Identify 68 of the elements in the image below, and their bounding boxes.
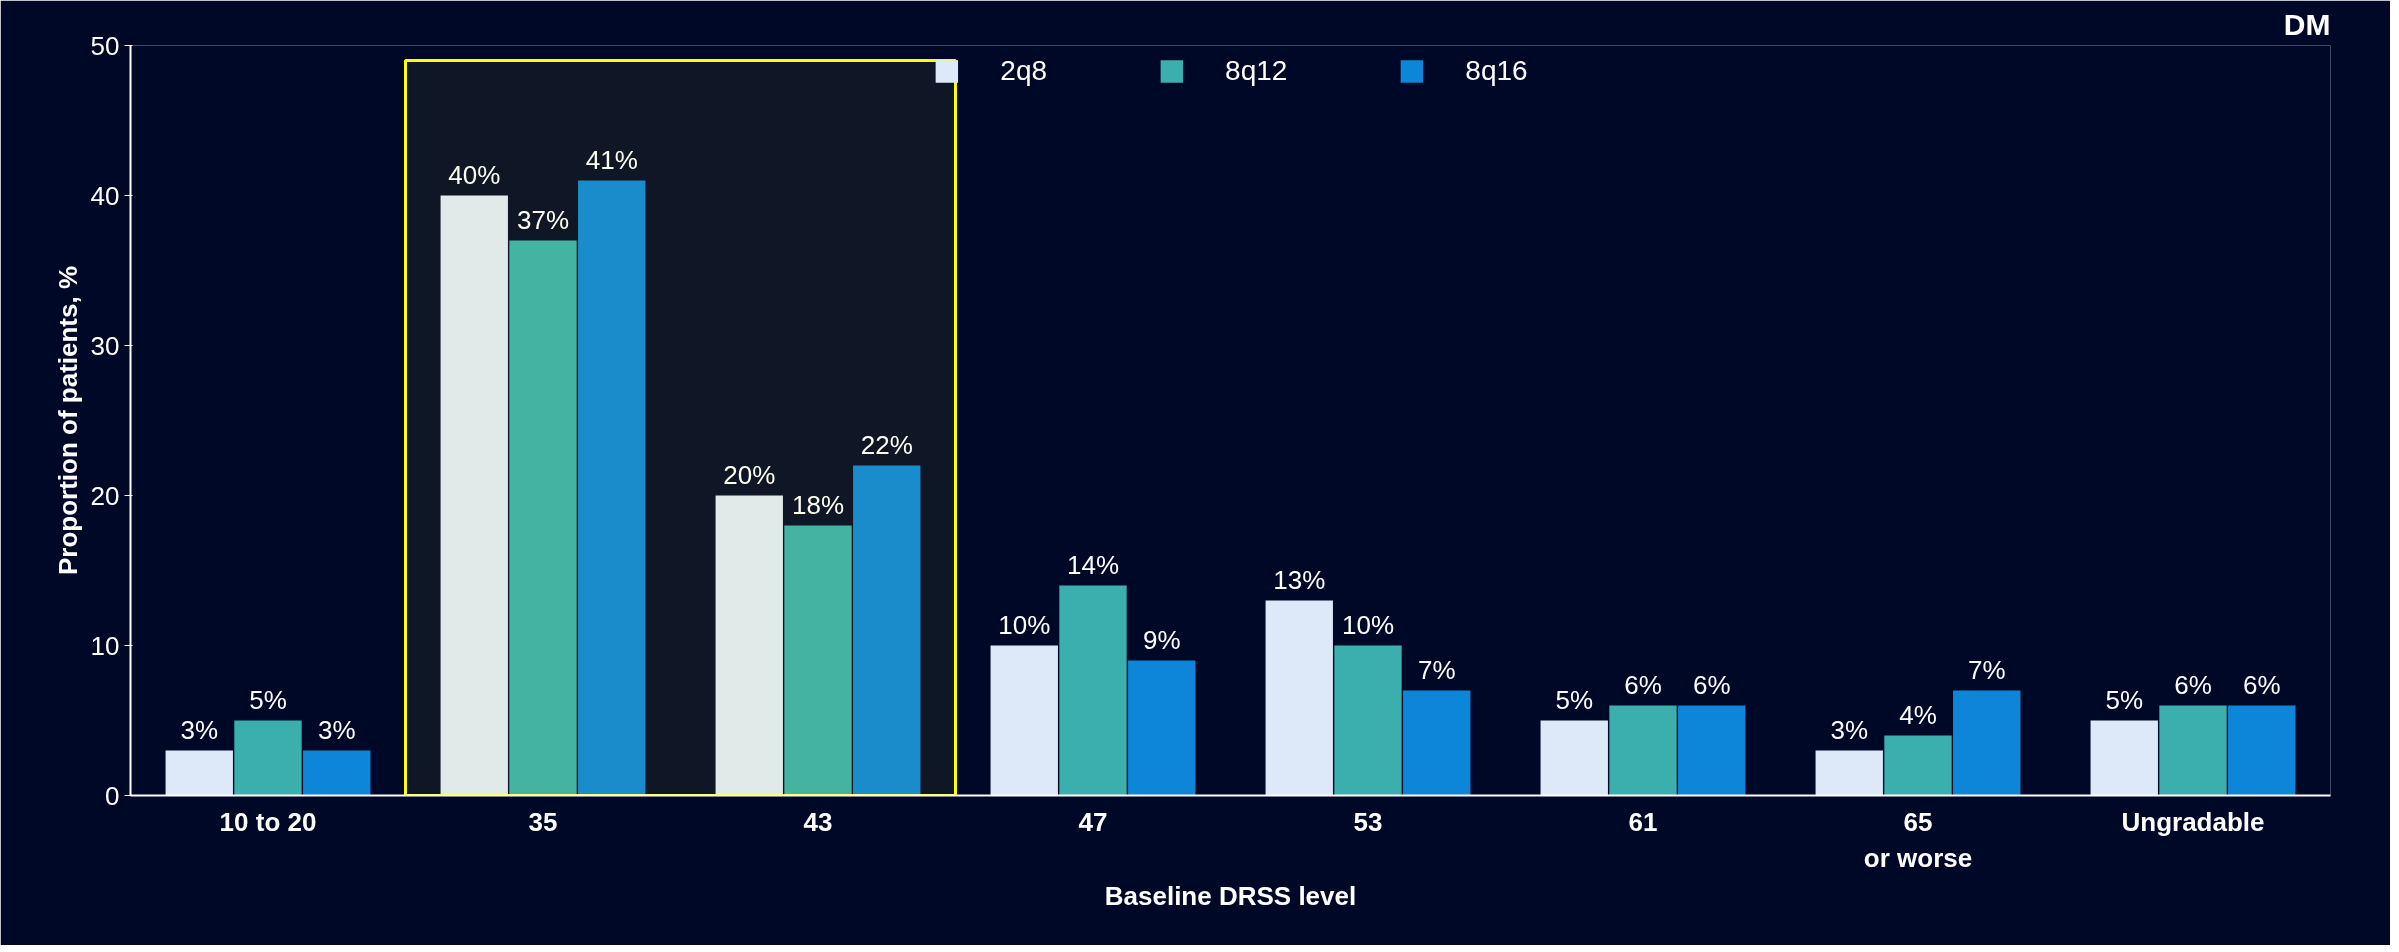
x-axis-title: Baseline DRSS level bbox=[1104, 880, 1357, 911]
x-tick-label: 47 bbox=[1078, 806, 1108, 837]
bar bbox=[1815, 750, 1883, 796]
data-label: 5% bbox=[2105, 684, 2144, 715]
x-tick-label: Ungradable bbox=[2121, 806, 2265, 837]
bar bbox=[1540, 720, 1608, 796]
y-tick-label: 10 bbox=[90, 630, 120, 661]
bar bbox=[2228, 705, 2296, 796]
bar bbox=[578, 180, 646, 796]
bar bbox=[509, 240, 577, 796]
data-label: 7% bbox=[1967, 654, 2006, 685]
bar bbox=[1678, 705, 1746, 796]
bar bbox=[2159, 705, 2227, 796]
data-label: 3% bbox=[317, 714, 356, 745]
y-tick-label: 40 bbox=[90, 180, 120, 211]
x-tick-label: 43 bbox=[803, 806, 833, 837]
data-label: 10% bbox=[998, 609, 1051, 640]
bar bbox=[715, 495, 783, 796]
bar bbox=[1403, 690, 1471, 796]
bar bbox=[853, 465, 921, 796]
data-label: 18% bbox=[791, 489, 845, 520]
bar bbox=[165, 750, 233, 796]
legend-label: 2q8 bbox=[1000, 55, 1048, 87]
bar bbox=[1265, 600, 1333, 796]
bar bbox=[1953, 690, 2021, 796]
bar bbox=[1334, 645, 1402, 796]
data-label: 22% bbox=[860, 429, 913, 460]
bar bbox=[440, 195, 508, 796]
bar bbox=[1059, 585, 1127, 796]
bar bbox=[303, 750, 371, 796]
bar bbox=[990, 645, 1058, 796]
data-label: 7% bbox=[1417, 654, 1456, 685]
y-axis-title: Proportion of patients, % bbox=[52, 265, 83, 576]
x-tick-label: 61 bbox=[1628, 806, 1658, 837]
x-tick-label: 35 bbox=[528, 806, 558, 837]
y-tick-label: 30 bbox=[90, 330, 120, 361]
data-label: 3% bbox=[1830, 714, 1869, 745]
data-label: 6% bbox=[1692, 669, 1731, 700]
data-label: 13% bbox=[1273, 564, 1326, 595]
x-tick-label: 65 or worse bbox=[1863, 806, 1973, 873]
bar bbox=[784, 525, 852, 796]
bar bbox=[2090, 720, 2158, 796]
y-tick-label: 0 bbox=[105, 780, 120, 811]
bar bbox=[1609, 705, 1677, 796]
data-label: 3% bbox=[180, 714, 219, 745]
bar bbox=[1128, 660, 1196, 796]
x-tick-label: 53 bbox=[1353, 806, 1383, 837]
y-tick-label: 50 bbox=[90, 30, 120, 61]
legend-label: 8q12 bbox=[1225, 55, 1288, 87]
legend-label: 8q16 bbox=[1465, 55, 1528, 87]
data-label: 14% bbox=[1066, 549, 1120, 580]
data-label: 5% bbox=[249, 684, 287, 715]
data-label: 6% bbox=[2242, 669, 2281, 700]
data-label: 9% bbox=[1142, 624, 1181, 655]
data-label: 10% bbox=[1341, 609, 1395, 640]
data-label: 20% bbox=[723, 459, 776, 490]
data-label: 6% bbox=[2174, 669, 2212, 700]
data-label: 6% bbox=[1624, 669, 1662, 700]
data-label: 5% bbox=[1555, 684, 1594, 715]
data-label: 40% bbox=[448, 159, 501, 190]
data-label: 37% bbox=[516, 204, 570, 235]
y-tick-label: 20 bbox=[90, 480, 120, 511]
bar bbox=[1884, 735, 1952, 796]
bar bbox=[234, 720, 302, 796]
x-tick-label: 10 to 20 bbox=[219, 806, 317, 837]
data-label: 4% bbox=[1899, 699, 1937, 730]
data-label: 41% bbox=[585, 144, 638, 175]
text: DM bbox=[2283, 7, 2331, 41]
